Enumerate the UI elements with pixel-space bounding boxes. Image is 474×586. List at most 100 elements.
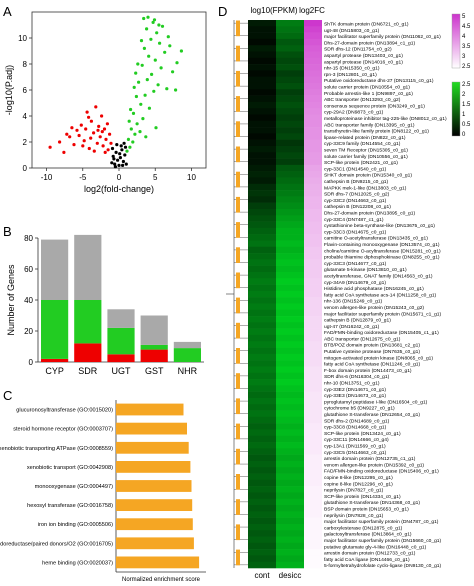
gene-label: ugt-47 (DN16242_c0_g1)	[324, 324, 380, 330]
gene-label: cyp-33C5 (DN14663_c0_g1)	[324, 450, 387, 456]
data-point	[131, 140, 135, 144]
x-tick-label: -5	[79, 173, 87, 182]
heatmap-cell-cont	[248, 334, 276, 342]
heatmap-cell-desicc	[276, 492, 304, 500]
gene-label: ABC transporter (DN13293_c0_g2)	[324, 97, 401, 103]
heatmap-cell-desicc	[276, 101, 304, 109]
heatmap-cell-cont	[248, 379, 276, 386]
stacked-bar-segment	[107, 327, 135, 355]
heatmap-cell-cont	[248, 360, 276, 367]
data-point	[97, 124, 101, 128]
group-marker	[236, 45, 240, 62]
data-point	[87, 146, 91, 151]
data-point	[110, 161, 114, 165]
stacked-bar-segment	[74, 300, 102, 344]
scale-tick-label: 3.5	[462, 44, 471, 50]
heatmap-cell-desicc	[276, 303, 304, 311]
heatmap-cell-log2fc	[304, 467, 322, 474]
heatmap-cell-desicc	[276, 429, 304, 437]
data-point	[84, 127, 88, 131]
stacked-bar-segment	[140, 315, 168, 345]
heatmap-cell-log2fc	[304, 253, 322, 260]
heatmap-cell-log2fc	[304, 26, 322, 33]
data-point	[142, 16, 146, 21]
data-point	[145, 78, 149, 82]
data-point	[155, 31, 159, 35]
heatmap-cell-log2fc	[304, 442, 322, 449]
data-point	[112, 157, 116, 161]
heatmap-cell-cont	[248, 20, 276, 27]
data-point	[124, 162, 128, 166]
heatmap-cell-cont	[248, 467, 276, 474]
data-point	[85, 110, 89, 114]
gene-label: arrestin domain protein (DN12733_c0_g1)	[324, 551, 416, 557]
panel-letter-b: B	[3, 224, 12, 239]
heatmap-cell-desicc	[276, 423, 304, 430]
data-point	[166, 35, 170, 39]
gene-label: pyroglutamyl peptidase I-like (DN16504_c…	[324, 399, 428, 405]
data-point	[87, 115, 91, 119]
gene-label: Histidine acid phosphatase (DN16245_c0_g…	[324, 286, 424, 292]
heatmap-cell-cont	[248, 202, 276, 210]
gene-label: nhr-10 (DN13751_c0_g1)	[324, 381, 380, 387]
data-point	[58, 140, 62, 144]
gene-label: 5-formyltetrahydrofolate cyclo-ligase (D…	[324, 563, 442, 569]
header-fpkm: log10(FPKM)	[250, 6, 297, 15]
data-point	[120, 148, 124, 152]
gene-label: seven TM Receptor (DN15305_c0_g1)	[324, 147, 408, 153]
heatmap-cell-log2fc	[304, 429, 322, 437]
data-point	[82, 139, 86, 143]
data-point	[175, 61, 179, 65]
heatmap-cell-desicc	[276, 473, 304, 481]
enrichment-bar	[116, 403, 184, 416]
y-tick-label: 10	[18, 34, 27, 43]
heatmap-cell-cont	[248, 64, 276, 71]
heatmap-cell-desicc	[276, 404, 304, 411]
heatmap-cell-desicc	[276, 45, 304, 52]
heatmap-cell-desicc	[276, 120, 304, 128]
stacked-bar-segment	[173, 341, 201, 349]
data-point	[101, 144, 105, 148]
data-point	[111, 154, 115, 158]
heatmap-cell-cont	[248, 114, 276, 122]
data-point	[118, 152, 122, 156]
gene-label: SDR dhs-7 (DN12025_c0_g2)	[324, 192, 390, 198]
stacked-bar-segment	[74, 234, 102, 300]
heatmap-cell-desicc	[276, 183, 304, 191]
heatmap-cell-log2fc	[304, 284, 322, 292]
heatmap-cell-cont	[248, 145, 276, 153]
heatmap-cell-log2fc	[304, 246, 322, 254]
heatmap-cell-desicc	[276, 360, 304, 367]
heatmap-cell-cont	[248, 196, 276, 203]
heatmap-cell-desicc	[276, 297, 304, 304]
heatmap-cell-cont	[248, 555, 276, 562]
gene-label: probable thiamine diphosphokinase (DN825…	[324, 255, 440, 261]
group-marker	[236, 474, 240, 490]
gene-label: SCP-like protein (DN2421_c0_g1)	[324, 160, 398, 166]
heatmap-cell-cont	[248, 101, 276, 109]
gene-label: major facilitator superfamily protein (D…	[324, 538, 442, 544]
gene-label: consensus sequence protein (DN3249_c0_g1…	[324, 103, 425, 109]
heatmap-cell-desicc	[276, 372, 304, 380]
data-point	[100, 130, 104, 134]
scale-tick-label: 1	[462, 112, 466, 118]
data-point	[104, 137, 108, 141]
heatmap-cell-desicc	[276, 271, 304, 279]
data-point	[138, 130, 142, 134]
heatmap-cell-log2fc	[304, 265, 322, 273]
heatmap-cell-cont	[248, 158, 276, 166]
category-label: NHR	[178, 366, 198, 376]
heatmap-cell-log2fc	[304, 385, 322, 392]
data-point	[121, 159, 125, 164]
heatmap-cell-cont	[248, 448, 276, 455]
data-point	[103, 150, 107, 154]
gene-label: cyp-34A9 (DN14679_c0_g1)	[324, 280, 386, 286]
heatmap-cell-log2fc	[304, 45, 322, 52]
data-point	[121, 163, 125, 167]
data-point	[132, 85, 136, 89]
heatmap-cell-cont	[248, 385, 276, 392]
heatmap-cell-log2fc	[304, 549, 322, 556]
heatmap-cell-log2fc	[304, 208, 322, 216]
gene-label: Flavin-containing monooxygenase (DN13574…	[324, 242, 440, 248]
gene-label: cyp-33C3 (DN14677_c0_g1)	[324, 261, 387, 267]
